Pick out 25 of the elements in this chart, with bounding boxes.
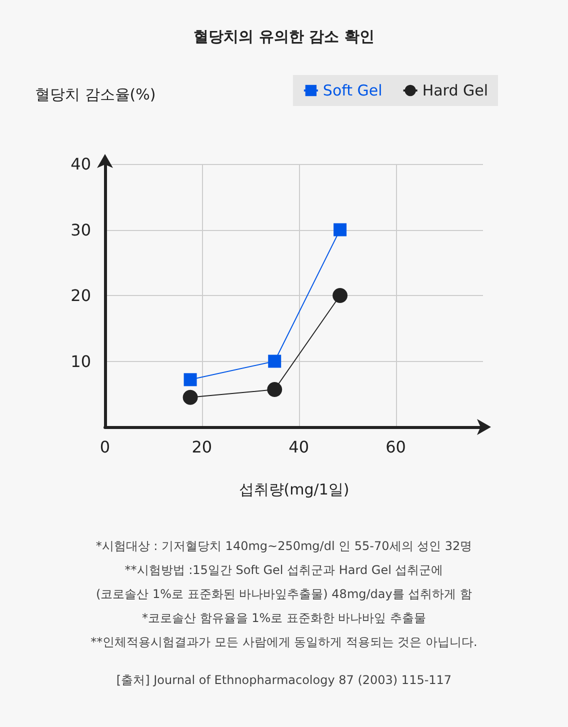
- text: *시험대상 : 기저혈당치 140mg~250mg/dl 인 55-70세의 성인 32명: [96, 539, 472, 553]
- point: [184, 373, 197, 386]
- x-tick-label: 0: [100, 438, 110, 456]
- text: **인체적용시험결과가 모든 사람에게 동일하게 적용되는 것은 아닙니다.: [90, 635, 478, 649]
- legend-label: Soft Gel: [322, 82, 382, 100]
- x-tick-label: 60: [386, 438, 406, 456]
- text: (코로솔산 1%로 표준화된 바나바잎추출물) 48mg/day를 섭취하게 함: [96, 587, 472, 601]
- chart-title: 혈당치의 유의한 감소 확인: [194, 28, 374, 46]
- point: [332, 288, 348, 303]
- point: [182, 390, 198, 405]
- y-tick-label: 10: [70, 352, 91, 371]
- y-tick-label: 30: [70, 220, 91, 240]
- x-tick-label: 40: [288, 438, 310, 456]
- point: [334, 223, 347, 236]
- point: [268, 354, 282, 368]
- x-axis-title: 섭취량(mg/1일): [238, 480, 350, 498]
- text: **시험방법 :15일간 Soft Gel 섭취군과 Hard Gel 섭취군에: [124, 563, 444, 577]
- text: [출처] Journal of Ethnopharmacology 87 (2003) 115-117: [116, 673, 452, 687]
- y-tick-label: 40: [70, 154, 91, 174]
- point: [267, 382, 282, 398]
- x-tick-label: 20: [192, 438, 212, 456]
- y-tick-label: 20: [70, 286, 91, 305]
- legend-label: Hard Gel: [422, 82, 488, 100]
- y-axis-title: 혈당치 감소율(%): [35, 86, 156, 104]
- text: *코로솔산 함유율을 1%로 표준화한 바나바잎 추출물: [142, 611, 426, 625]
